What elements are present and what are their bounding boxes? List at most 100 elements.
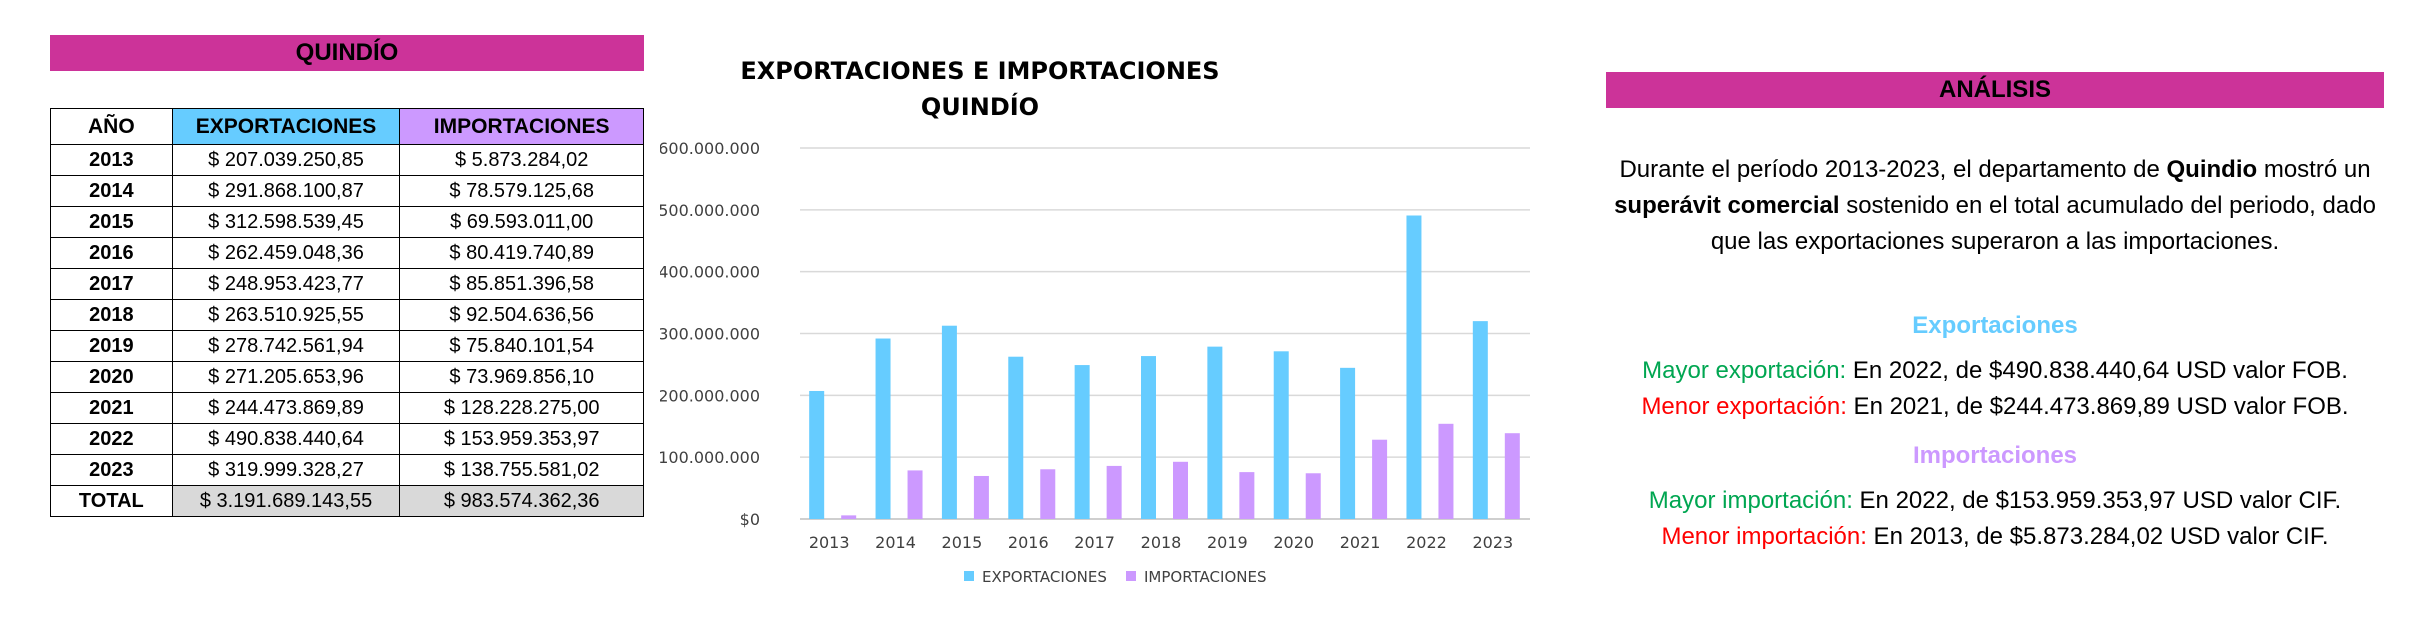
header-imports: IMPORTACIONES — [399, 108, 644, 145]
x-tick-label: 2018 — [1141, 533, 1182, 552]
legend-label: EXPORTACIONES — [982, 568, 1107, 586]
cell-exports: $ 262.459.048,36 — [171, 237, 401, 269]
table-header-row: AÑO EXPORTACIONES IMPORTACIONES — [50, 108, 644, 145]
bar-importaciones-2018 — [1173, 461, 1188, 519]
exports-summary: Mayor exportación: En 2022, de $490.838.… — [1606, 353, 2384, 425]
bar-exportaciones-2013 — [809, 390, 825, 519]
cell-year: 2013 — [50, 144, 173, 176]
x-tick-label: 2015 — [942, 533, 983, 552]
cell-year: 2018 — [50, 299, 173, 331]
bar-importaciones-2020 — [1305, 473, 1321, 519]
table-body: 2013 $ 207.039.250,85 $ 5.873.284,02 2014 $ … — [50, 144, 644, 517]
bar-importaciones-2014 — [907, 470, 923, 519]
left-banner-title: QUINDÍO — [50, 35, 644, 71]
chart-title: EXPORTACIONES E IMPORTACIONES QUINDÍO — [740, 57, 1219, 121]
bar-exportaciones-2016 — [1008, 356, 1024, 519]
bar-importaciones-2016 — [1040, 469, 1056, 519]
cell-imports: $ 128.228.275,00 — [399, 392, 644, 424]
chart-legend: EXPORTACIONES IMPORTACIONES — [964, 568, 1266, 586]
cell-imports: $ 153.959.353,97 — [399, 423, 644, 455]
y-tick-label: $300.000.000 — [660, 325, 760, 344]
exports-max-text: En 2022, de $490.838.440,64 USD valor FO… — [1846, 357, 2348, 384]
analysis-text: sostenido en el total acumulado del peri… — [1839, 192, 2376, 219]
cell-imports: $ 78.579.125,68 — [399, 175, 644, 207]
y-tick-label: $400.000.000 — [660, 263, 760, 282]
cell-year: 2023 — [50, 454, 173, 486]
table-row: 2015 $ 312.598.539,45 $ 69.593.011,00 — [50, 206, 644, 238]
exports-min-line: Menor exportación: En 2021, de $244.473.… — [1606, 389, 2384, 425]
cell-imports: $ 80.419.740,89 — [399, 237, 644, 269]
analysis-line-2: superávit comercial sostenido en el tota… — [1606, 188, 2384, 224]
table-total-row: TOTAL $ 3.191.689.143,55 $ 983.574.362,36 — [50, 485, 644, 517]
bar-importaciones-2022 — [1438, 423, 1454, 519]
header-year: AÑO — [50, 108, 173, 145]
cell-exports: $ 207.039.250,85 — [171, 144, 401, 176]
y-tick-label: $200.000.000 — [660, 386, 760, 405]
cell-year: 2017 — [50, 268, 173, 300]
cell-year: 2016 — [50, 237, 173, 269]
bar-exportaciones-2020 — [1273, 351, 1289, 519]
cell-imports: $ 983.574.362,36 — [399, 485, 644, 517]
x-tick-label: 2023 — [1472, 533, 1513, 552]
trade-table: AÑO EXPORTACIONES IMPORTACIONES 2013 $ 20… — [50, 108, 644, 517]
bar-importaciones-2021 — [1372, 439, 1388, 519]
imports-max-label: Mayor importación: — [1648, 487, 1853, 514]
imports-section-title: Importaciones — [1912, 442, 2078, 469]
cell-imports: $ 85.851.396,58 — [399, 268, 644, 300]
x-tick-label: 2022 — [1406, 533, 1447, 552]
cell-exports: $ 319.999.328,27 — [171, 454, 401, 486]
cell-year: 2015 — [50, 206, 173, 238]
cell-imports: $ 138.755.581,02 — [399, 454, 644, 486]
bar-exportaciones-2021 — [1340, 367, 1356, 519]
bar-importaciones-2015 — [973, 475, 989, 519]
table-row: 2021 $ 244.473.869,89 $ 128.228.275,00 — [50, 392, 644, 424]
exports-max-label: Mayor exportación: — [1642, 357, 1847, 384]
y-axis: $0 $100.000.000 $200.000.000 $300.000.000 $4… — [660, 139, 760, 529]
analysis-paragraph: Durante el período 2013-2023, el departa… — [1606, 152, 2384, 260]
chart-bars — [809, 215, 1520, 519]
cell-exports: $ 244.473.869,89 — [171, 392, 401, 424]
bar-exportaciones-2015 — [941, 325, 957, 519]
x-axis: 2013 2014 2015 2016 2017 2018 2019 2020 2021 2022… — [809, 533, 1513, 552]
analysis-bold-dept: Quindio — [2166, 156, 2258, 183]
table-row: 2016 $ 262.459.048,36 $ 80.419.740,89 — [50, 237, 644, 269]
table-row: 2019 $ 278.742.561,94 $ 75.840.101,54 — [50, 330, 644, 362]
y-tick-label: $600.000.000 — [660, 139, 760, 158]
bar-importaciones-2017 — [1106, 465, 1122, 519]
table-row: 2017 $ 248.953.423,77 $ 85.851.396,58 — [50, 268, 644, 300]
bar-exportaciones-2019 — [1207, 346, 1223, 519]
bar-exportaciones-2018 — [1141, 356, 1156, 519]
table-row: 2013 $ 207.039.250,85 $ 5.873.284,02 — [50, 144, 644, 176]
y-tick-label: $0 — [740, 510, 760, 529]
header-exports: EXPORTACIONES — [171, 108, 401, 145]
imports-max-text: En 2022, de $153.959.353,97 USD valor CI… — [1852, 487, 2342, 514]
bar-exportaciones-2023 — [1472, 321, 1488, 519]
exports-max-line: Mayor exportación: En 2022, de $490.838.… — [1606, 353, 2384, 389]
cell-exports: $ 263.510.925,55 — [171, 299, 401, 331]
table-row: 2023 $ 319.999.328,27 $ 138.755.581,02 — [50, 454, 644, 486]
cell-imports: $ 92.504.636,56 — [399, 299, 644, 331]
cell-year: 2021 — [50, 392, 173, 424]
x-tick-label: 2016 — [1008, 533, 1049, 552]
bar-importaciones-2023 — [1504, 433, 1520, 519]
imports-min-label: Menor importación: — [1661, 523, 1867, 550]
cell-exports: $ 312.598.539,45 — [171, 206, 401, 238]
cell-exports: $ 278.742.561,94 — [171, 330, 401, 362]
cell-year: 2020 — [50, 361, 173, 393]
cell-exports: $ 291.868.100,87 — [171, 175, 401, 207]
y-tick-label: $500.000.000 — [660, 201, 760, 220]
bar-exportaciones-2017 — [1074, 365, 1090, 519]
cell-imports: $ 69.593.011,00 — [399, 206, 644, 238]
imports-max-line: Mayor importación: En 2022, de $153.959.… — [1606, 483, 2384, 519]
legend-swatch — [964, 571, 974, 581]
bar-exportaciones-2022 — [1406, 215, 1422, 519]
cell-year: 2019 — [50, 330, 173, 362]
bar-importaciones-2013 — [841, 515, 857, 519]
chart-gridlines — [800, 147, 1530, 520]
chart-title-line: QUINDÍO — [921, 92, 1039, 121]
table-row: 2014 $ 291.868.100,87 $ 78.579.125,68 — [50, 175, 644, 207]
cell-exports: $ 490.838.440,64 — [171, 423, 401, 455]
x-tick-label: 2014 — [875, 533, 916, 552]
cell-exports: $ 248.953.423,77 — [171, 268, 401, 300]
